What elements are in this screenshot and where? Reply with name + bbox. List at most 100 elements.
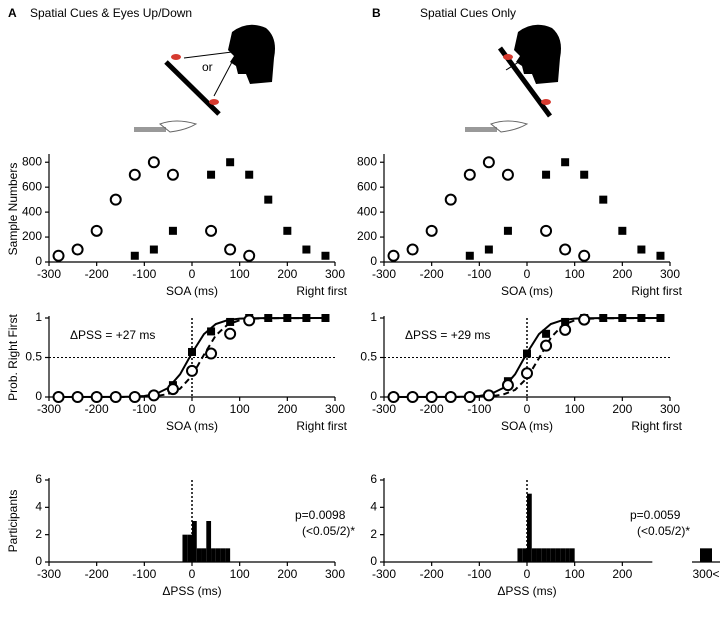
x-tick-label: -200	[420, 402, 444, 416]
bar	[220, 548, 226, 562]
bar	[531, 548, 537, 562]
bar	[196, 548, 202, 562]
point	[168, 226, 177, 235]
head	[228, 24, 275, 84]
point	[444, 391, 457, 403]
x-tick-label: 100	[230, 567, 250, 581]
annotation: p=0.0098	[295, 508, 346, 522]
x-tick-label: 200	[277, 567, 297, 581]
point	[406, 391, 419, 403]
led	[209, 99, 219, 105]
x-axis-label: ΔPSS (ms)	[162, 584, 221, 598]
x-axis-label: SOA (ms)	[166, 284, 218, 298]
point	[656, 251, 665, 260]
x-axis-note: Right first	[631, 419, 682, 433]
point	[561, 158, 570, 167]
x-tick-label: 300	[660, 267, 680, 281]
x-tick-label: -200	[420, 267, 444, 281]
y-tick-label: 200	[22, 229, 42, 243]
x-tick-label: 100	[565, 402, 585, 416]
x-tick-label: -100	[132, 402, 156, 416]
hand	[159, 120, 198, 133]
bar	[527, 493, 532, 562]
point	[503, 226, 512, 235]
bar	[555, 548, 561, 562]
annotation: (<0.05/2)*	[637, 524, 690, 538]
x-tick-label: 200	[277, 402, 297, 416]
point	[542, 170, 551, 179]
x-tick-label: 300	[325, 567, 345, 581]
gaze-arrow	[519, 54, 531, 63]
y-tick-label: 400	[22, 204, 42, 218]
y-tick-label: 0	[35, 389, 42, 403]
point	[578, 313, 591, 326]
x-tick-label: 0	[189, 267, 196, 281]
y-tick-label: 2	[370, 527, 377, 541]
gaze-arrow	[183, 51, 233, 59]
point	[540, 224, 553, 237]
point	[186, 364, 198, 377]
x-axis-label: SOA (ms)	[166, 419, 218, 433]
bar	[182, 534, 188, 562]
x-tick-label: 300<	[692, 567, 719, 581]
y-tick-label: 0	[370, 389, 377, 403]
illustration-a: or	[134, 24, 275, 133]
x-tick-label: 100	[230, 402, 250, 416]
point	[243, 249, 256, 262]
point	[166, 168, 179, 181]
point	[578, 249, 591, 262]
y-tick-label: 0	[35, 554, 42, 568]
x-tick-label: -300	[372, 567, 396, 581]
point	[245, 170, 254, 179]
led	[171, 54, 181, 60]
x-tick-label: 200	[612, 402, 632, 416]
bar	[211, 548, 216, 562]
x-axis-label: SOA (ms)	[501, 419, 553, 433]
bar	[565, 548, 570, 562]
x-tick-label: 0	[524, 567, 531, 581]
y-axis-label: Prob. Right First	[6, 313, 20, 400]
y-tick-label: 200	[357, 229, 377, 243]
x-tick-label: 0	[524, 267, 531, 281]
y-tick-label: 0	[370, 254, 377, 268]
point	[501, 379, 514, 392]
bar	[546, 548, 551, 562]
y-tick-label: 800	[357, 154, 377, 168]
point	[463, 168, 476, 181]
or-label: or	[202, 60, 213, 74]
x-tick-label: -200	[85, 402, 109, 416]
y-tick-label: 6	[370, 472, 377, 486]
point	[521, 367, 533, 380]
panel-letter: A	[8, 6, 17, 20]
point	[637, 314, 646, 322]
bar	[550, 548, 556, 562]
x-tick-label: 300	[660, 402, 680, 416]
point	[147, 389, 160, 402]
point	[387, 391, 400, 403]
head	[514, 24, 561, 84]
point	[205, 224, 218, 237]
y-tick-label: 600	[357, 179, 377, 193]
y-tick-label: 400	[357, 204, 377, 218]
y-tick-label: 4	[35, 500, 42, 514]
x-tick-label: 200	[277, 267, 297, 281]
x-tick-label: 0	[189, 402, 196, 416]
point	[71, 243, 84, 256]
y-tick-label: 0.5	[360, 350, 377, 364]
x-tick-label: 100	[565, 267, 585, 281]
point	[501, 168, 514, 181]
point	[264, 195, 273, 204]
x-tick-label: -300	[372, 402, 396, 416]
point	[166, 383, 179, 396]
panel-title: Spatial Cues & Eyes Up/Down	[30, 6, 192, 20]
point	[188, 347, 196, 356]
point	[90, 391, 103, 403]
bar	[225, 548, 231, 562]
y-tick-label: 2	[35, 527, 42, 541]
y-tick-label: 0.5	[25, 350, 42, 364]
bar	[517, 548, 523, 562]
point	[205, 347, 218, 360]
bar	[192, 521, 197, 562]
